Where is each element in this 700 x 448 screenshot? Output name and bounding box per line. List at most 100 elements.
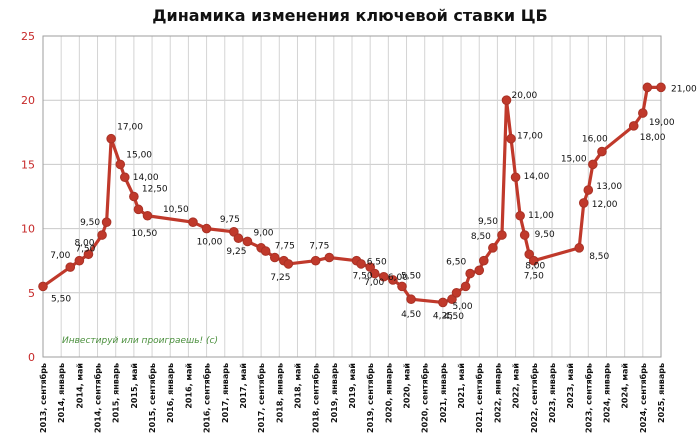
x-tick-label: 2023, май [566,363,575,409]
data-point [324,252,335,263]
y-tick-label: 20 [21,94,35,107]
data-label: 21,00 [671,84,697,94]
data-point [106,133,116,144]
x-tick-label: 2021, январь [439,363,448,423]
data-label: 19,00 [649,118,675,128]
x-tick-label: 2024, сентябрь [638,363,648,433]
x-tick-label: 2022, сентябрь [529,363,539,433]
data-point [129,191,139,202]
data-point [119,172,130,183]
data-point [628,121,639,131]
data-label: 10,50 [132,229,158,239]
x-tick-label: 2018, сентябрь [311,363,321,433]
x-tick-label: 2015, май [130,363,139,409]
x-tick-label: 2014, январь [57,363,66,423]
data-label: 7,50 [524,272,544,282]
data-point [133,204,144,215]
data-label: 17,00 [117,123,143,133]
data-point [388,275,398,285]
x-tick-label: 2019, май [348,363,357,409]
data-label: 11,00 [528,211,554,221]
chart-title: Динамика изменения ключевой ставки ЦБ [152,6,548,25]
data-label: 17,00 [517,132,543,142]
data-label: 7,00 [50,251,70,261]
data-point [83,249,94,260]
x-tick-label: 2014, сентябрь [93,363,103,433]
data-point [656,82,666,93]
data-label: 14,00 [524,172,550,182]
data-point [260,246,271,256]
data-label: 7,25 [270,273,290,283]
data-label: 20,00 [512,91,538,101]
data-point [406,294,416,305]
data-label: 4,50 [444,312,464,322]
data-point [474,265,485,276]
x-tick-label: 2015, январь [112,363,121,423]
data-point [451,288,462,298]
x-tick-label: 2023, январь [548,363,557,423]
data-point [379,271,389,282]
watermark: Инвестируй или проиграешь! (с) [62,336,218,346]
y-tick-label: 5 [28,287,35,300]
data-label: 16,00 [582,135,608,145]
data-point [488,243,498,253]
data-point [242,236,253,247]
data-point [356,259,366,269]
data-point [642,82,653,93]
data-point [447,294,457,305]
data-point [188,217,198,227]
data-point [438,297,448,308]
data-point [638,108,648,118]
data-label: 18,00 [640,133,666,143]
data-point [515,210,525,221]
data-point [510,172,521,183]
data-point [369,268,380,279]
data-point [478,255,489,266]
data-label: 9,50 [535,230,555,240]
plot-area [42,35,662,358]
data-label: 6,50 [367,258,387,268]
x-tick-label: 2013, сентябрь [38,363,48,433]
data-point [574,243,585,253]
data-label: 8,50 [589,252,609,262]
data-point [283,259,294,269]
data-label: 7,75 [309,241,329,251]
x-tick-label: 2025, январь [657,363,666,423]
data-point [115,159,126,170]
y-tick-label: 10 [21,223,35,236]
data-point [38,281,48,292]
data-point [528,255,539,266]
data-label: 15,00 [561,154,587,164]
data-label: 13,00 [596,182,622,192]
x-tick-label: 2019, сентябрь [365,363,375,433]
data-label: 4,50 [401,310,421,320]
x-tick-label: 2018, январь [275,363,284,423]
data-point [583,185,594,195]
x-tick-label: 2023, сентябрь [583,363,593,433]
data-point [578,198,589,208]
data-point [501,95,512,105]
x-tick-label: 2016, январь [166,363,175,423]
data-label: 14,00 [133,173,159,183]
data-label: 8,00 [74,238,94,248]
data-point [101,217,112,227]
x-tick-label: 2014, май [75,363,84,409]
data-label: 5,00 [453,302,473,312]
data-point [310,255,321,266]
x-tick-label: 2021, май [457,363,466,409]
data-label: 5,50 [401,271,421,281]
data-label: 8,50 [471,232,491,242]
data-point [497,230,507,240]
data-label: 12,00 [592,200,618,210]
data-label: 12,50 [142,185,168,195]
data-point [597,146,607,157]
x-tick-label: 2020, январь [384,363,393,423]
data-point [460,281,471,292]
y-tick-label: 0 [28,351,35,364]
data-point [229,227,239,237]
data-label: 10,00 [197,238,223,248]
data-label: 7,00 [364,278,384,288]
x-tick-label: 2018, май [293,363,302,409]
y-tick-label: 15 [21,158,35,171]
